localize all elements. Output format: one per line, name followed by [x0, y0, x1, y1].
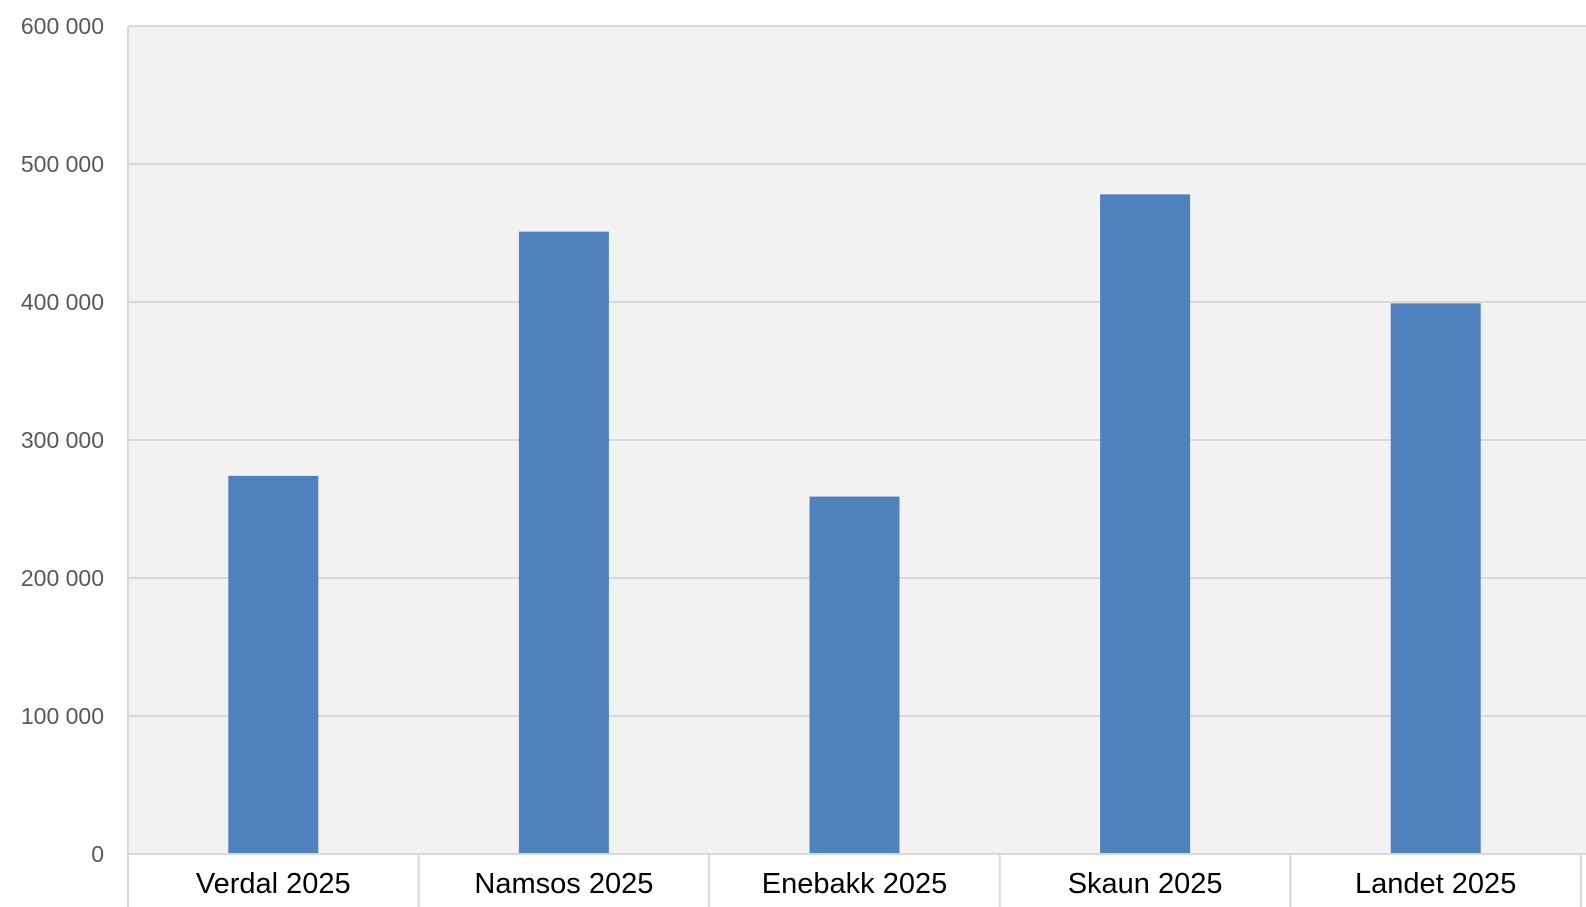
bar-landet-2025 — [1390, 303, 1481, 854]
bar-skaun-2025 — [1100, 194, 1191, 855]
y-tick-label: 400 000 — [21, 289, 104, 315]
bar-namsos-2025 — [518, 231, 609, 854]
axes — [127, 26, 1586, 907]
y-axis-tick-labels: 0 100 000 200 000 300 000 400 000 500 000 600 … — [21, 13, 104, 867]
bar-enebakk-2025 — [809, 496, 900, 854]
x-tick-label: Skaun 2025 — [1068, 868, 1223, 900]
x-tick-label: Enebakk 2025 — [762, 868, 947, 900]
bars — [228, 194, 1481, 855]
x-tick-label: Namsos 2025 — [474, 868, 653, 900]
x-tick-label: Verdal 2025 — [196, 868, 351, 900]
x-axis-tick-labels: Verdal 2025 Namsos 2025 Enebakk 2025 Skaun … — [196, 868, 1516, 900]
y-tick-label: 100 000 — [21, 703, 104, 729]
x-tick-label: Landet 2025 — [1355, 868, 1516, 900]
y-tick-label: 300 000 — [21, 427, 104, 453]
y-tick-label: 200 000 — [21, 565, 104, 591]
y-tick-label: 500 000 — [21, 151, 104, 177]
y-tick-label: 0 — [91, 841, 104, 867]
bar-verdal-2025 — [228, 475, 319, 854]
y-tick-label: 600 000 — [21, 13, 104, 39]
